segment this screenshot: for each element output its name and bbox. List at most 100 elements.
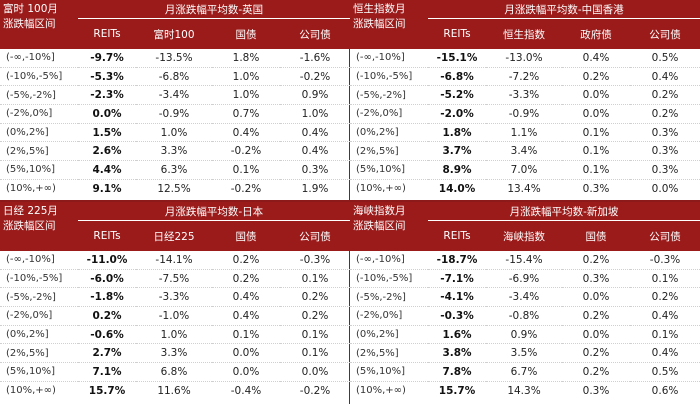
reits-cell: -6.0% [78, 269, 136, 289]
value-cell: 0.0% [212, 362, 280, 382]
value-cell: 0.3% [562, 269, 630, 289]
column-header: REITs [428, 18, 486, 49]
value-cell: -3.4% [486, 287, 562, 308]
value-cell: 6.7% [486, 362, 562, 382]
value-cell: 0.0% [562, 325, 630, 345]
reits-cell: 2.6% [78, 141, 136, 162]
reits-cell: -5.3% [78, 67, 136, 87]
value-cell: -0.4% [230, 384, 262, 397]
table-row: (10%,+∞) 15.7% 14.3% 0.3% 0.6% [350, 381, 700, 399]
range-cell: (-10%,-5%] [0, 269, 78, 289]
value-cell: 0.2% [562, 362, 630, 382]
range-cell: (0%,2%] [350, 325, 428, 345]
table-title: 月涨跌幅平均数-新加坡 [428, 202, 700, 221]
value-cell: 0.5% [630, 362, 700, 382]
reits-cell: -2.0% [428, 104, 486, 124]
range-cell: (-5%,-2%] [350, 85, 428, 106]
corner-header: 富时 100月 涨跌幅区间 [0, 0, 78, 49]
table-row: (-5%,-2%] -5.2% -3.3% 0.0% 0.2% [350, 85, 700, 106]
panel-hongkong: 恒生指数月 涨跌幅区间 月涨跌幅平均数-中国香港 REITs 恒生指数 政府债 公司债 (-∞… [350, 0, 700, 202]
corner-header-line: 恒生指数月 [353, 3, 406, 15]
value-cell: 0.0% [562, 85, 630, 106]
reits-cell: -4.1% [428, 287, 486, 308]
range-cell: (5%,10%] [0, 160, 78, 180]
value-cell: 0.0% [651, 182, 679, 195]
table-row: (10%,+∞) 15.7% 11.6% -0.4% -0.2% [0, 381, 350, 399]
reits-cell: -15.1% [428, 49, 486, 68]
value-cell: 0.4% [280, 141, 351, 162]
value-cell: 1.8% [212, 49, 280, 68]
table-row: (-5%,-2%] -1.8% -3.3% 0.4% 0.2% [0, 287, 351, 308]
value-cell: 0.2% [280, 287, 351, 308]
value-cell: 1.9% [301, 182, 329, 195]
column-header: 政府债 [562, 18, 630, 49]
value-cell: 3.3% [136, 141, 212, 162]
value-cell: -6.9% [486, 269, 562, 289]
value-cell: -13.5% [136, 49, 212, 68]
data-table: 富时 100月 涨跌幅区间 月涨跌幅平均数-英国 REITs 富时100 国债 公司债 (-∞… [0, 0, 351, 198]
range-cell: (-2%,0%] [350, 104, 428, 124]
column-header: 公司债 [280, 18, 351, 49]
value-cell: 0.3% [630, 123, 700, 143]
range-cell: (-2%,0%] [0, 104, 78, 124]
table-row: (-∞,-10%] -11.0% -14.1% 0.2% -0.3% [0, 251, 351, 270]
table-row: (-2%,0%] 0.0% -0.9% 0.7% 1.0% [0, 104, 351, 124]
reits-cell: 7.1% [78, 362, 136, 382]
value-cell: 0.4% [630, 343, 700, 364]
column-header: 国债 [212, 18, 280, 49]
value-cell: 6.8% [136, 362, 212, 382]
value-cell: -13.0% [486, 49, 562, 68]
column-header: 国债 [562, 220, 630, 251]
value-cell: -0.9% [486, 104, 562, 124]
table-row: (0%,2%] -0.6% 1.0% 0.1% 0.1% [0, 325, 351, 345]
range-cell: (10%,+∞) [356, 183, 406, 195]
reits-cell: 3.8% [428, 343, 486, 364]
value-cell: -6.8% [136, 67, 212, 87]
reits-cell: -18.7% [428, 251, 486, 270]
table-row: (-2%,0%] 0.2% -1.0% 0.4% 0.2% [0, 306, 351, 326]
range-cell: (0%,2%] [350, 123, 428, 143]
column-header: 公司债 [630, 18, 700, 49]
range-cell: (-∞,-10%] [350, 49, 428, 68]
value-cell: 14.3% [507, 384, 541, 397]
reits-cell: 0.0% [78, 104, 136, 124]
value-cell: -14.1% [136, 251, 212, 270]
value-cell: 3.4% [486, 141, 562, 162]
value-cell: 1.0% [136, 123, 212, 143]
table-row: (2%,5%] 2.7% 3.3% 0.0% 0.1% [0, 343, 351, 364]
value-cell: 0.2% [212, 251, 280, 270]
table-row: (-5%,-2%] -4.1% -3.4% 0.0% 0.2% [350, 287, 700, 308]
value-cell: 1.0% [212, 67, 280, 87]
value-cell: 0.6% [651, 384, 679, 397]
column-header: 富时100 [136, 18, 212, 49]
value-cell: -0.8% [486, 306, 562, 326]
value-cell: -0.2% [280, 67, 351, 87]
value-cell: 0.4% [212, 306, 280, 326]
reits-cell: -7.1% [428, 269, 486, 289]
value-cell: 3.5% [486, 343, 562, 364]
column-header: 日经225 [136, 220, 212, 251]
value-cell: 0.2% [562, 67, 630, 87]
column-header: 公司债 [280, 220, 351, 251]
corner-header-line: 海峡指数月 [353, 205, 406, 217]
range-cell: (0%,2%] [0, 123, 78, 143]
range-cell: (5%,10%] [350, 160, 428, 180]
table-row: (-2%,0%] -2.0% -0.9% 0.0% 0.2% [350, 104, 700, 124]
table-row: (10%,+∞) 14.0% 13.4% 0.3% 0.0% [350, 179, 700, 197]
value-cell: 0.1% [212, 160, 280, 180]
value-cell: -7.2% [486, 67, 562, 87]
value-cell: 1.1% [486, 123, 562, 143]
reits-cell: 8.9% [428, 160, 486, 180]
value-cell: 0.3% [582, 384, 610, 397]
range-cell: (10%,+∞) [356, 385, 406, 397]
value-cell: -3.3% [136, 287, 212, 308]
corner-header-line: 涨跌幅区间 [353, 220, 406, 232]
data-table: 恒生指数月 涨跌幅区间 月涨跌幅平均数-中国香港 REITs 恒生指数 政府债 公司债 (-∞… [350, 0, 700, 198]
range-cell: (-∞,-10%] [0, 251, 78, 270]
column-header: REITs [428, 220, 486, 251]
reits-cell: -0.6% [78, 325, 136, 345]
data-table: 日经 225月 涨跌幅区间 月涨跌幅平均数-日本 REITs 日经225 国债 公司债 (-∞… [0, 202, 351, 400]
value-cell: 6.3% [136, 160, 212, 180]
range-cell: (2%,5%] [350, 141, 428, 162]
range-cell: (-∞,-10%] [350, 251, 428, 270]
